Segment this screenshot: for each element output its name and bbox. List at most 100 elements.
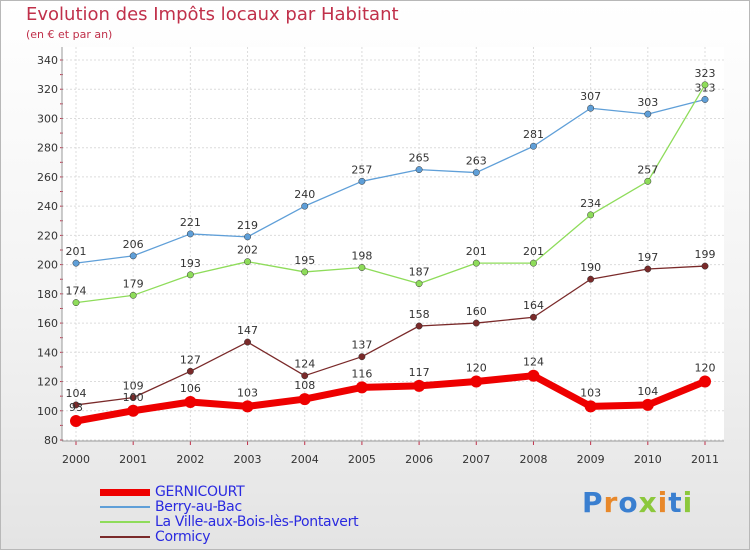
- data-label: 124: [294, 358, 315, 371]
- data-point: [72, 259, 80, 267]
- data-point: [641, 398, 654, 411]
- data-label: 323: [695, 67, 716, 80]
- data-point: [129, 394, 137, 402]
- legend-item: Cormicy: [100, 529, 400, 545]
- data-label: 104: [637, 385, 658, 398]
- data-point: [413, 379, 426, 392]
- data-label: 160: [466, 305, 487, 318]
- data-point: [415, 322, 423, 330]
- logo-letter: x: [638, 486, 658, 519]
- legend-label: GERNICOURT: [155, 484, 245, 500]
- data-point: [530, 313, 537, 321]
- data-label: 198: [351, 250, 372, 263]
- data-point: [587, 211, 595, 219]
- data-point: [584, 400, 597, 413]
- x-tick-label: 2002: [176, 453, 204, 466]
- data-point: [186, 230, 194, 238]
- data-point: [415, 166, 423, 174]
- y-tick-label: 280: [37, 142, 58, 155]
- y-tick-label: 300: [37, 112, 58, 125]
- data-label: 265: [409, 152, 430, 165]
- data-point: [644, 110, 652, 118]
- data-label: 179: [123, 277, 144, 290]
- x-tick-label: 2003: [234, 453, 262, 466]
- x-tick-label: 2010: [634, 453, 662, 466]
- chart-subtitle: (en € et par an): [26, 28, 113, 41]
- data-label: 104: [66, 387, 87, 400]
- legend-item: GERNICOURT: [100, 484, 400, 500]
- y-tick-label: 260: [37, 171, 58, 184]
- data-point: [701, 96, 709, 103]
- data-point: [701, 81, 709, 89]
- data-label: 240: [294, 188, 315, 201]
- data-point: [301, 202, 309, 210]
- y-tick-label: 320: [37, 83, 58, 96]
- legend-swatch: [100, 521, 150, 523]
- series-line-gernicourt: [72, 372, 709, 425]
- data-label: 120: [466, 362, 487, 375]
- data-label: 219: [237, 219, 258, 232]
- data-point: [530, 142, 537, 150]
- data-label: 201: [466, 245, 487, 258]
- data-point: [244, 258, 251, 266]
- legend: GERNICOURT Berry-au-Bac La Ville-aux-Bois-…: [100, 484, 400, 545]
- x-tick-label: 2004: [291, 453, 319, 466]
- logo-letter: r: [603, 486, 619, 519]
- data-point: [244, 233, 251, 241]
- data-label: 106: [180, 382, 201, 395]
- data-label: 257: [351, 163, 372, 176]
- data-label: 127: [180, 353, 201, 366]
- chart-title: Evolution des Impôts locaux par Habitant: [26, 4, 399, 25]
- data-label: 147: [237, 324, 258, 337]
- series-line-la-ville-aux-bois-l-s-pontavert: [75, 84, 706, 304]
- data-label: 307: [580, 90, 601, 103]
- data-point: [72, 299, 80, 307]
- y-tick-label: 100: [37, 405, 58, 418]
- data-label: 221: [180, 216, 201, 229]
- data-point: [301, 268, 309, 276]
- data-point: [301, 372, 309, 380]
- x-tick-label: 2011: [691, 453, 719, 466]
- data-point: [472, 319, 480, 327]
- legend-swatch: [100, 536, 150, 538]
- legend-label: Berry-au-Bac: [155, 499, 242, 515]
- data-label: 202: [237, 244, 258, 257]
- data-point: [70, 415, 82, 427]
- data-point: [472, 169, 480, 176]
- y-tick-label: 240: [37, 200, 58, 213]
- data-label: 193: [180, 257, 201, 270]
- logo-letter: P: [582, 486, 604, 519]
- legend-swatch: [100, 488, 150, 496]
- legend-label: Cormicy: [155, 529, 211, 545]
- data-label: 206: [123, 238, 144, 251]
- plot-area: [62, 47, 724, 441]
- data-label: 108: [294, 379, 315, 392]
- data-point: [127, 404, 140, 417]
- data-point: [472, 259, 480, 267]
- data-label: 201: [66, 245, 87, 258]
- data-point: [530, 259, 537, 267]
- x-tick-label: 2005: [348, 453, 376, 466]
- y-tick-label: 200: [37, 259, 58, 272]
- x-tick-label: 2009: [577, 453, 605, 466]
- y-tick-label: 120: [37, 376, 58, 389]
- x-tick-label: 2001: [119, 453, 147, 466]
- y-tick-label: 180: [37, 288, 58, 301]
- data-point: [470, 375, 483, 388]
- data-point: [184, 396, 197, 408]
- data-label: 174: [66, 285, 87, 298]
- data-point: [358, 177, 366, 185]
- data-label: 164: [523, 299, 544, 312]
- data-label: 234: [580, 197, 601, 210]
- data-label: 103: [580, 386, 601, 399]
- data-label: 257: [637, 163, 658, 176]
- data-label: 120: [695, 362, 716, 375]
- y-tick-label: 80: [44, 434, 58, 447]
- data-label: 100: [123, 391, 144, 404]
- proxiti-logo: Proxiti: [582, 486, 693, 519]
- data-point: [699, 375, 711, 388]
- y-tick-label: 220: [37, 229, 58, 242]
- data-point: [358, 353, 366, 361]
- data-point: [186, 271, 194, 279]
- logo-letter: i: [657, 486, 669, 519]
